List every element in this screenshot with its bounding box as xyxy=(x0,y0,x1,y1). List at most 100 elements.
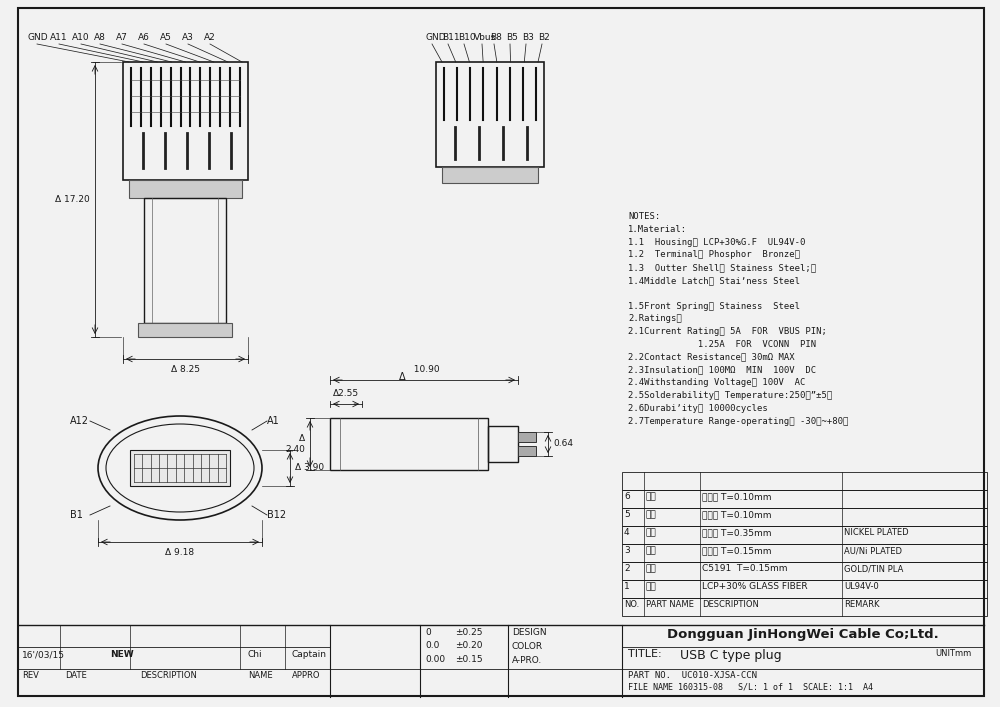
Text: ±0.20: ±0.20 xyxy=(455,641,482,650)
Text: 2.Ratings：: 2.Ratings： xyxy=(628,315,682,323)
Text: B11: B11 xyxy=(442,33,460,42)
Bar xyxy=(622,544,987,562)
Text: 端子: 端子 xyxy=(646,564,657,573)
Bar xyxy=(622,490,987,508)
Text: 1.25A  FOR  VCONN  PIN: 1.25A FOR VCONN PIN xyxy=(628,340,816,349)
Text: 2.1Current Rating： 5A  FOR  VBUS PIN;: 2.1Current Rating： 5A FOR VBUS PIN; xyxy=(628,327,827,337)
Text: Vbus: Vbus xyxy=(474,33,496,42)
Text: 2.4Withstanding Voltage： 100V  AC: 2.4Withstanding Voltage： 100V AC xyxy=(628,378,805,387)
Text: ±0.15: ±0.15 xyxy=(455,655,483,664)
Text: 2.5Solderability： Temperature:250℃”±5℃: 2.5Solderability： Temperature:250℃”±5℃ xyxy=(628,391,832,400)
Text: DESCRIPTION: DESCRIPTION xyxy=(140,671,197,680)
Text: 2.3Insulation： 100MΩ  MIN  100V  DC: 2.3Insulation： 100MΩ MIN 100V DC xyxy=(628,366,816,375)
Text: NO.: NO. xyxy=(624,600,639,609)
Text: 0: 0 xyxy=(425,628,431,637)
Bar xyxy=(622,580,987,598)
Text: 1.4Middle Latch： Staiʼness Steel: 1.4Middle Latch： Staiʼness Steel xyxy=(628,276,800,285)
Bar xyxy=(138,323,232,337)
Text: B5: B5 xyxy=(506,33,518,42)
Text: GND: GND xyxy=(426,33,447,42)
Text: 1.5Front Spring： Stainess  Steel: 1.5Front Spring： Stainess Steel xyxy=(628,302,800,310)
Text: UNITmm: UNITmm xyxy=(935,649,971,658)
Text: 16'/03/15: 16'/03/15 xyxy=(22,650,65,659)
Text: A6: A6 xyxy=(138,33,150,42)
Bar xyxy=(144,198,226,323)
Text: REMARK: REMARK xyxy=(844,600,880,609)
Text: 不锈鑰 T=0.15mm: 不锈鑰 T=0.15mm xyxy=(702,546,772,555)
Text: 1.Material:: 1.Material: xyxy=(628,225,687,234)
Bar xyxy=(488,426,518,462)
Text: Δ: Δ xyxy=(399,372,406,382)
Text: TITLE:: TITLE: xyxy=(628,649,662,659)
Text: A11: A11 xyxy=(50,33,68,42)
Text: NEW: NEW xyxy=(110,650,134,659)
Text: 10.90: 10.90 xyxy=(408,365,440,374)
Text: Δ 8.25: Δ 8.25 xyxy=(171,365,200,374)
Bar xyxy=(622,598,987,616)
Text: FILE NAME 160315-08   S/L: 1 of 1  SCALE: 1:1  A4: FILE NAME 160315-08 S/L: 1 of 1 SCALE: 1… xyxy=(628,682,873,691)
Text: B10: B10 xyxy=(458,33,476,42)
Bar xyxy=(123,62,248,180)
Text: AU/Ni PLATED: AU/Ni PLATED xyxy=(844,546,902,555)
Text: 3: 3 xyxy=(624,546,630,555)
Text: NICKEL PLATED: NICKEL PLATED xyxy=(844,528,909,537)
Bar xyxy=(518,432,536,442)
Text: 弹片: 弹片 xyxy=(646,492,657,501)
Text: 5: 5 xyxy=(624,510,630,519)
Text: 不锈鑰 T=0.10mm: 不锈鑰 T=0.10mm xyxy=(702,492,772,501)
Text: Dongguan JinHongWei Cable Co;Ltd.: Dongguan JinHongWei Cable Co;Ltd. xyxy=(667,628,939,641)
Text: 弹片: 弹片 xyxy=(646,510,657,519)
Text: B12: B12 xyxy=(267,510,286,520)
Text: Δ
2.40: Δ 2.40 xyxy=(285,434,305,454)
Text: 2.7Temperature Range-operating： -30℃~+80℃: 2.7Temperature Range-operating： -30℃~+80… xyxy=(628,417,848,426)
Text: DESIGN: DESIGN xyxy=(512,628,547,637)
Text: 6: 6 xyxy=(624,492,630,501)
Text: 1.2  Terminal： Phosphor  Bronze，: 1.2 Terminal： Phosphor Bronze， xyxy=(628,250,800,259)
Text: APPRO: APPRO xyxy=(292,671,320,680)
Bar xyxy=(442,167,538,183)
Text: LCP+30% GLASS FIBER: LCP+30% GLASS FIBER xyxy=(702,582,808,591)
Text: PART NO.  UC010-XJSA-CCN: PART NO. UC010-XJSA-CCN xyxy=(628,671,757,680)
Text: 4: 4 xyxy=(624,528,630,537)
Bar xyxy=(129,180,242,198)
Text: GOLD/TIN PLA: GOLD/TIN PLA xyxy=(844,564,903,573)
Text: B1: B1 xyxy=(70,510,83,520)
Text: A8: A8 xyxy=(94,33,106,42)
Text: USB C type plug: USB C type plug xyxy=(680,649,782,662)
Text: A-PRO.: A-PRO. xyxy=(512,656,542,665)
Text: 1: 1 xyxy=(624,582,630,591)
Text: GND: GND xyxy=(28,33,49,42)
Bar xyxy=(130,450,230,486)
Text: REV: REV xyxy=(22,671,39,680)
Text: A2: A2 xyxy=(204,33,216,42)
Text: ±0.25: ±0.25 xyxy=(455,628,482,637)
Text: 0.00: 0.00 xyxy=(425,655,445,664)
Bar xyxy=(436,62,544,167)
Text: B8: B8 xyxy=(490,33,502,42)
Text: 不锈鑰 T=0.35mm: 不锈鑰 T=0.35mm xyxy=(702,528,772,537)
Text: A5: A5 xyxy=(160,33,172,42)
Text: 胶芯: 胶芯 xyxy=(646,582,657,591)
Text: 0.0: 0.0 xyxy=(425,641,439,650)
Text: 卡钒: 卡钒 xyxy=(646,528,657,537)
Text: Δ 3.90: Δ 3.90 xyxy=(295,464,324,472)
Text: 2.6Durabiʼity： 10000cycles: 2.6Durabiʼity： 10000cycles xyxy=(628,404,768,413)
Text: COLOR: COLOR xyxy=(512,642,543,651)
Text: B2: B2 xyxy=(538,33,550,42)
Text: Δ 17.20: Δ 17.20 xyxy=(55,195,90,204)
Text: A10: A10 xyxy=(72,33,90,42)
Text: Δ 9.18: Δ 9.18 xyxy=(165,548,195,557)
Text: 不锈鑰 T=0.10mm: 不锈鑰 T=0.10mm xyxy=(702,510,772,519)
Text: 2.2Contact Resistance： 30mΩ MAX: 2.2Contact Resistance： 30mΩ MAX xyxy=(628,353,795,362)
Text: 外壳: 外壳 xyxy=(646,546,657,555)
Text: A1: A1 xyxy=(267,416,280,426)
Text: NAME: NAME xyxy=(248,671,273,680)
Text: C5191  T=0.15mm: C5191 T=0.15mm xyxy=(702,564,788,573)
Text: 1.3  Outter Shell： Stainess Steel;，: 1.3 Outter Shell： Stainess Steel;， xyxy=(628,263,816,272)
Bar xyxy=(622,472,987,490)
Text: Chi: Chi xyxy=(248,650,263,659)
Text: DESCRIPTION: DESCRIPTION xyxy=(702,600,759,609)
Text: A3: A3 xyxy=(182,33,194,42)
Text: A12: A12 xyxy=(70,416,89,426)
Bar xyxy=(518,446,536,456)
